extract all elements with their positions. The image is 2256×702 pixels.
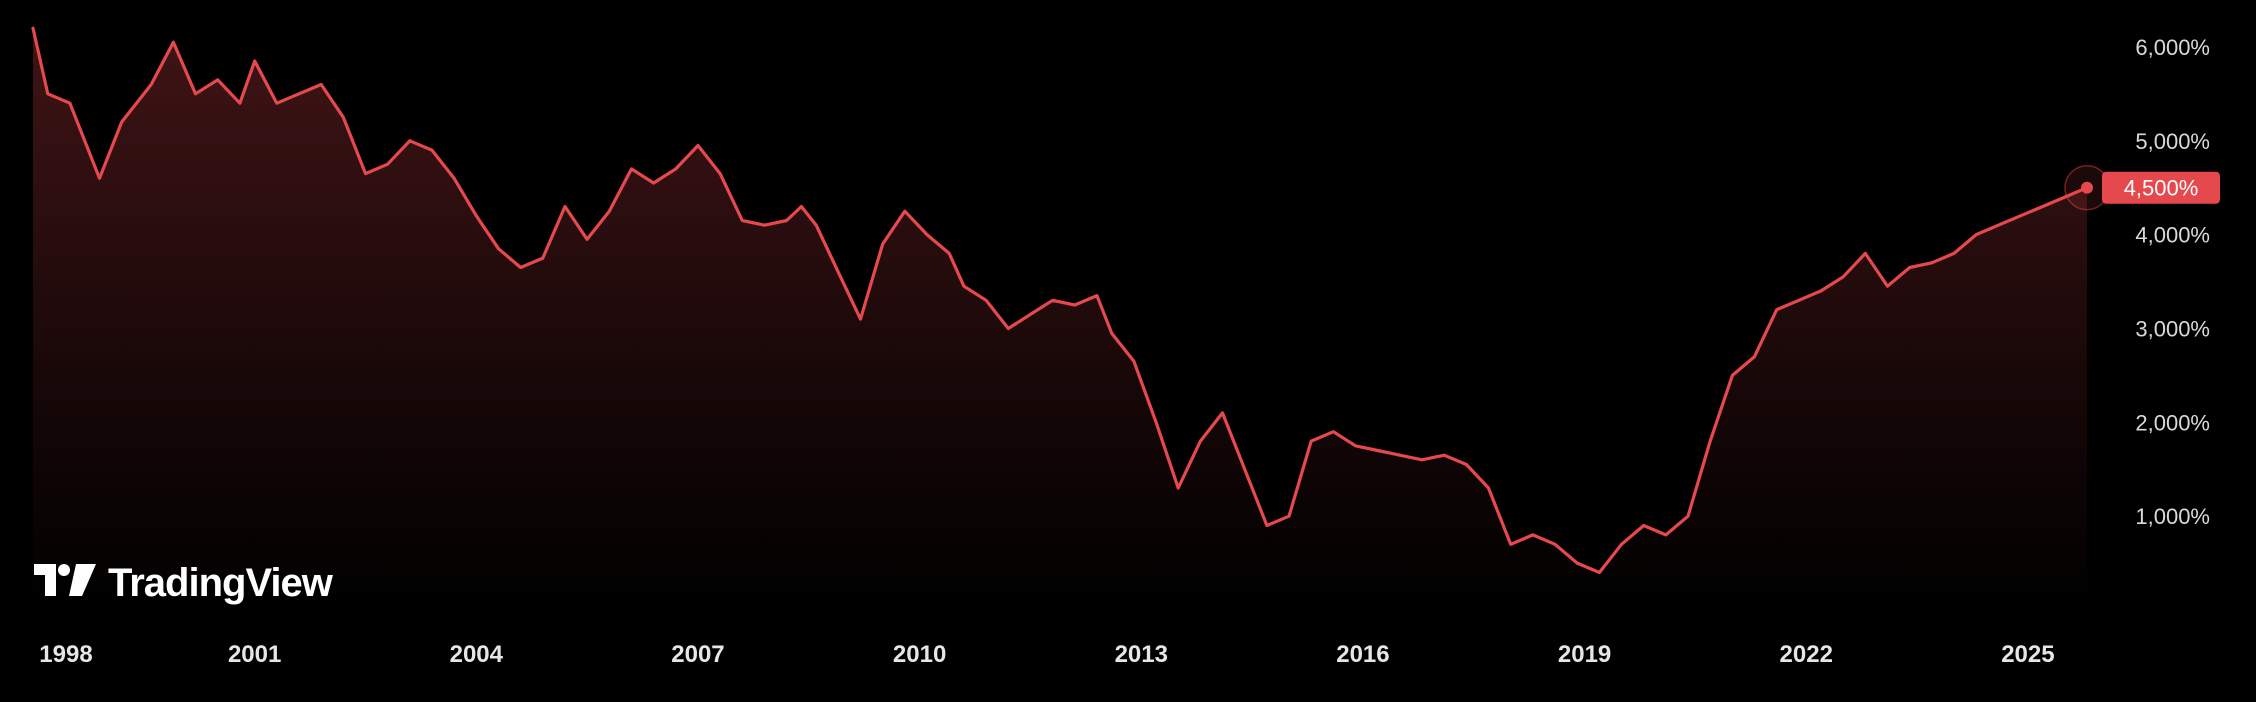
x-tick-label: 2025	[2001, 641, 2054, 668]
y-tick-label: 3,000%	[2135, 316, 2210, 341]
x-tick-label: 2004	[450, 641, 504, 668]
x-tick-label: 2013	[1115, 641, 1168, 668]
brand[interactable]: TradingView	[34, 561, 335, 605]
series-area-fill	[33, 28, 2087, 610]
x-axis: 1998 2001 2004 2007 2010 2013 2016 2019 2022 2025	[39, 641, 2054, 668]
y-tick-label: 5,000%	[2135, 129, 2210, 154]
x-tick-label: 2016	[1336, 641, 1389, 668]
last-value-label: 4,500%	[2124, 176, 2199, 201]
x-tick-label: 2001	[228, 641, 281, 668]
x-tick-label: 2022	[1780, 641, 1833, 668]
y-axis: 1,000% 2,000% 3,000% 4,000% 5,000% 6,000%	[2135, 35, 2210, 529]
last-value-badge: 4,500%	[2102, 171, 2220, 204]
tradingview-logo-icon	[34, 564, 96, 596]
y-tick-label: 4,000%	[2135, 223, 2210, 248]
x-tick-label: 2010	[893, 641, 946, 668]
x-tick-label: 1998	[39, 641, 92, 668]
series-line[interactable]	[31, 26, 2089, 575]
brand-name: TradingView	[108, 561, 334, 605]
y-tick-label: 1,000%	[2135, 504, 2210, 529]
last-value-badge-bg	[2102, 171, 2220, 204]
y-tick-label: 2,000%	[2135, 410, 2210, 435]
last-value-marker	[2064, 164, 2110, 211]
x-tick-label: 2007	[671, 641, 724, 668]
last-point-dot	[2081, 181, 2093, 194]
y-tick-label: 6,000%	[2135, 35, 2210, 60]
x-tick-label: 2019	[1558, 641, 1611, 668]
